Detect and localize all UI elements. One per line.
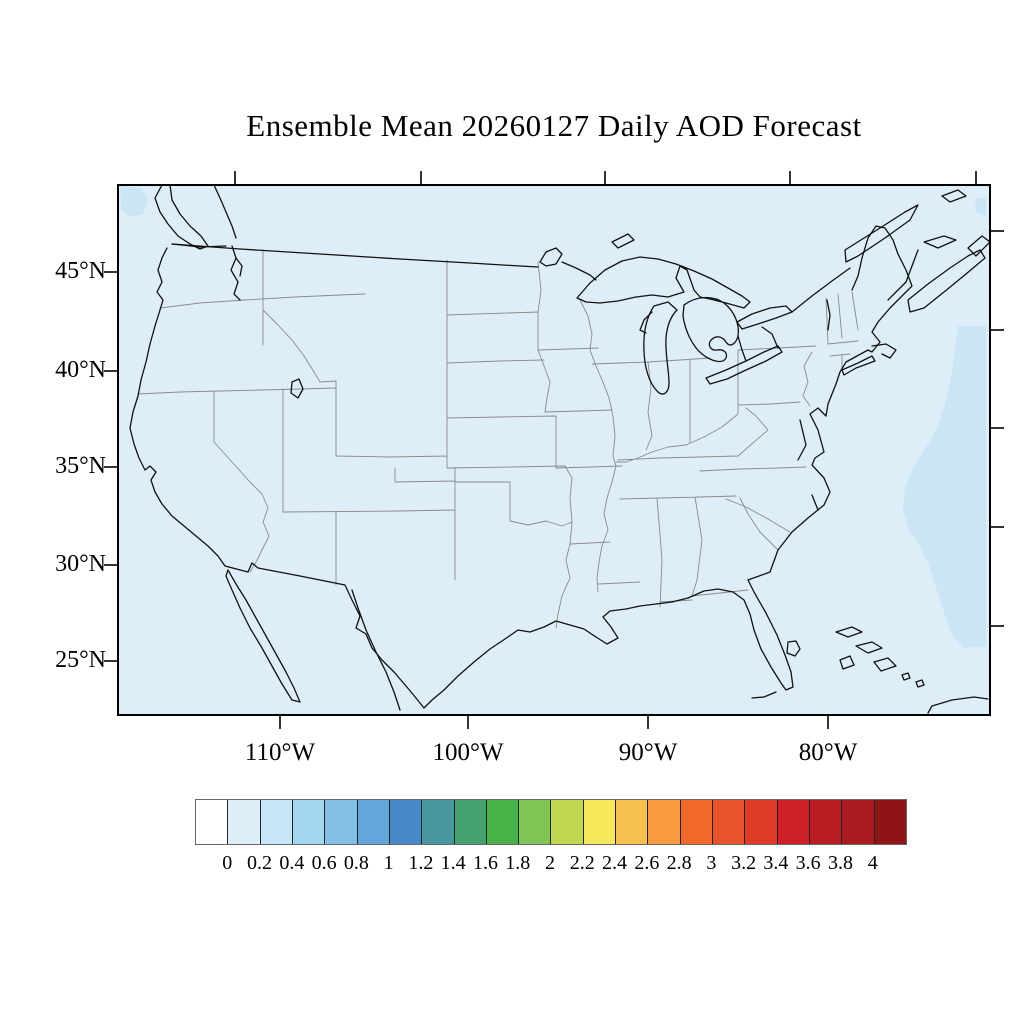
colorbar-tick-label: 0: [222, 852, 233, 874]
colorbar-tick-label: 2.6: [634, 852, 660, 874]
colorbar-cell: [227, 800, 260, 844]
vancouver-island: [154, 185, 209, 250]
colorbar-cell: [808, 800, 842, 844]
colorbar-cell: [259, 800, 292, 844]
top-ticks: [234, 171, 977, 185]
colorbar-cell: [324, 800, 357, 844]
colorbar-cell: [841, 800, 874, 844]
colorbar-tick-label: 3.4: [763, 852, 789, 874]
right-ticks: [990, 230, 1004, 627]
baja-california: [225, 569, 301, 703]
nova-scotia: [907, 249, 986, 313]
colorbar-tick-label: 2.8: [666, 852, 692, 874]
colorbar-tick-label: 1.4: [440, 852, 466, 874]
isle-royale: [611, 233, 635, 249]
state-borders: [137, 249, 859, 629]
plot-title: Ensemble Mean 20260127 Daily AOD Forecas…: [246, 108, 862, 143]
bottom-ticks: [279, 715, 829, 729]
map-frame: [117, 184, 991, 716]
gaspe-peninsula: [844, 204, 919, 263]
bahamas-islands: [835, 626, 925, 688]
lake-erie: [705, 345, 783, 385]
colorbar-tick-label: 0.6: [311, 852, 337, 874]
colorbar-tick-label: 0.4: [279, 852, 305, 874]
colorbar-cell: [873, 800, 906, 844]
colorbar-cell: [712, 800, 745, 844]
colorbar-tick-label: 1.8: [505, 852, 531, 874]
left-ticks: [104, 271, 118, 662]
colorbar-tick-label: 1.6: [472, 852, 498, 874]
cape-cod: [871, 343, 897, 359]
lake-champlain: [826, 299, 831, 331]
lon-tick-label: 90°W: [618, 739, 678, 766]
aod-patch-atlantic: [903, 326, 986, 648]
colorbar-tick-label: 3.8: [827, 852, 853, 874]
colorbar-cell: [485, 800, 519, 844]
canada-border: [171, 243, 539, 268]
lat-tick-label: 30°N: [55, 551, 106, 577]
colorbar-tick-label: 3: [706, 852, 717, 874]
lat-tick-label: 40°N: [55, 357, 106, 383]
lake-michigan: [643, 301, 678, 395]
coastline-conus: [129, 225, 913, 709]
colorbar-cell: [388, 800, 422, 844]
colorbar-cell: [776, 800, 809, 844]
lat-tick-label: 35°N: [55, 453, 106, 479]
lat-tick-label: 45°N: [55, 258, 106, 284]
colorbar-cell: [582, 800, 616, 844]
lon-tick-label: 100°W: [432, 739, 504, 766]
colorbar-tick-label: 0.8: [343, 852, 369, 874]
colorbar-tick-label: 0.2: [247, 852, 273, 874]
colorbar-tick-label: 2: [545, 852, 555, 874]
new-brunswick-coast: [887, 249, 919, 301]
colorbar-cell: [421, 800, 454, 844]
colorbar-cell: [518, 800, 551, 844]
colorbar-cell: [679, 800, 712, 844]
puget-sound: [230, 245, 243, 301]
anticosti-island: [941, 189, 967, 203]
bc-mainland-coast: [213, 185, 237, 239]
colorbar: [195, 799, 907, 845]
cuba-north-coast: [927, 696, 989, 714]
colorbar-tick-label: 4: [867, 852, 878, 874]
canada-border-east-segment: [561, 261, 597, 281]
colorbar-cell: [615, 800, 648, 844]
chesapeake-bay: [797, 419, 819, 511]
florida-keys: [751, 691, 777, 699]
colorbar-tick-label: 3.2: [731, 852, 757, 874]
colorbar-tick-label: 1.2: [408, 852, 434, 874]
prince-edward-island: [923, 235, 957, 249]
colorbar-tick-label: 3.6: [795, 852, 821, 874]
lake-huron: [682, 296, 740, 363]
colorbar-cell: [291, 800, 325, 844]
lake-okeechobee: [786, 640, 801, 657]
colorbar-cell: [744, 800, 777, 844]
mexico-mainland-coast: [351, 589, 401, 711]
cape-breton: [967, 235, 990, 257]
green-bay: [639, 311, 653, 334]
colorbar-cell: [453, 800, 486, 844]
lon-tick-label: 80°W: [798, 739, 858, 766]
colorbar-tick-label: 2.4: [602, 852, 628, 874]
great-salt-lake: [290, 378, 304, 399]
colorbar-cell: [550, 800, 583, 844]
long-island: [841, 355, 876, 376]
lon-tick-label: 110°W: [244, 739, 316, 766]
colorbar-cell: [647, 800, 680, 844]
aod-patch-northeast-edge: [975, 198, 986, 216]
lake-superior: [576, 256, 751, 309]
colorbar-cell: [196, 800, 228, 844]
colorbar-tick-label: 1: [383, 852, 394, 874]
aod-patch-northwest: [120, 186, 148, 217]
colorbar-tick-label: 2.2: [569, 852, 595, 874]
colorbar-cell: [356, 800, 389, 844]
border-rivers: [737, 267, 851, 362]
lat-tick-label: 25°N: [55, 647, 106, 673]
lake-of-the-woods: [539, 247, 563, 267]
